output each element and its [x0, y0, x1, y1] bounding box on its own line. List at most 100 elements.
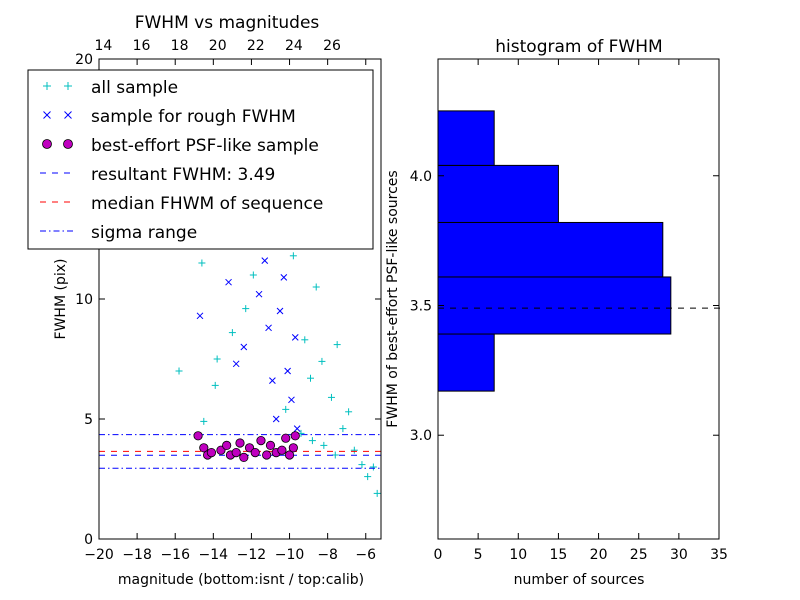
psf-sample-point — [193, 431, 203, 441]
all-sample-point — [327, 393, 335, 401]
psf-sample-point — [256, 435, 266, 446]
histogram-y-axis-label: FWHM of best-effort PSF-like sources — [385, 170, 401, 427]
scatter-y-axis-label: FWHM (pix) — [53, 259, 69, 340]
rough-sample-point — [225, 278, 232, 286]
psf-sample-point — [199, 443, 209, 453]
rough-sample-point — [265, 324, 272, 332]
y-tick-label: 3.5 — [410, 298, 432, 314]
all-sample-point — [211, 381, 219, 389]
x-tick-label: −6 — [355, 547, 376, 563]
x-tick-label: 10 — [509, 547, 527, 563]
all-sample-point — [369, 463, 377, 471]
x-tick-label: 5 — [474, 547, 483, 563]
psf-sample-point — [288, 443, 298, 453]
x-tick-label: −10 — [275, 547, 305, 563]
legend-entry-rough-sample: sample for rough FWHM — [43, 107, 296, 127]
rough-sample-point — [291, 334, 299, 341]
psf-sample-point — [231, 447, 241, 458]
histogram-x-axis: 0 5 10 15 20 25 30 35 — [434, 59, 728, 563]
rough-sample-point — [255, 290, 263, 298]
histogram-bar — [437, 221, 664, 278]
psf-sample-point — [277, 445, 287, 455]
histogram-bar — [437, 333, 495, 392]
histogram-title: histogram of FWHM — [495, 37, 662, 57]
histogram-panel: 0 5 10 15 20 25 30 35 3.0 3.5 4.0 histogram of FW… — [385, 37, 728, 588]
all-sample-point — [289, 252, 297, 260]
legend-plus-glyph — [43, 82, 51, 90]
all-sample-point — [345, 408, 353, 416]
histogram-bar — [437, 164, 559, 223]
legend-entry-median-fwhm: median FHWM of sequence — [40, 194, 323, 214]
rough-sample-point — [261, 257, 269, 264]
all-sample-point — [333, 341, 341, 349]
scatter-y-axis: 0 5 10 20 — [75, 52, 381, 548]
top-axis-tick-label: 14 — [94, 38, 112, 54]
all-sample-point — [307, 374, 314, 382]
scatter-panel: −20 −18 −16 −14 −12 −10 −8 −6 0 5 10 20 14 16 18 20 22… — [27, 13, 382, 588]
all-sample-point — [312, 283, 320, 291]
x-tick-label: −18 — [122, 547, 152, 563]
all-sample-point — [339, 425, 347, 433]
x-tick-label: −16 — [160, 547, 190, 563]
all-sample-point — [228, 329, 236, 337]
all-sample-point — [301, 336, 309, 344]
scatter-x-axis-label: magnitude (bottom:isnt / top:calib) — [118, 572, 364, 588]
top-axis-tick-label: 24 — [285, 38, 303, 54]
legend-box — [27, 69, 374, 250]
x-tick-label: 20 — [590, 547, 608, 563]
scatter-x-axis: −20 −18 −16 −14 −12 −10 −8 −6 — [84, 59, 376, 563]
all-sample-point — [175, 367, 183, 375]
psf-sample-point — [206, 447, 217, 458]
legend-circle-glyph — [63, 139, 73, 149]
y-tick-label: 20 — [75, 52, 93, 68]
all-sample-point — [242, 305, 250, 313]
rough-sample-point — [276, 307, 284, 315]
legend-entry-psf-sample: best-effort PSF-like sample — [42, 136, 319, 156]
histogram-plot-frame — [437, 58, 720, 540]
y-tick-label: 5 — [84, 412, 93, 428]
legend-x-marker-icon — [43, 111, 72, 119]
psf-sample-point — [250, 447, 260, 458]
x-tick-label: 35 — [710, 547, 728, 563]
legend-circle-glyph — [42, 139, 52, 149]
rough-sample-point — [240, 343, 248, 351]
rough-sample-point — [232, 360, 240, 368]
legend-label-resultant-fwhm: resultant FWHM: 3.49 — [91, 165, 275, 185]
y-tick-label: 4.0 — [410, 169, 432, 185]
legend-x-glyph — [64, 111, 72, 119]
legend-entry-all-sample: all sample — [43, 78, 178, 98]
histogram-bar — [437, 110, 495, 166]
all-sample-point — [358, 461, 366, 469]
legend-label-psf-sample: best-effort PSF-like sample — [91, 136, 319, 156]
x-tick-label: −14 — [199, 547, 229, 563]
all-sample-point — [318, 357, 326, 365]
all-sample-point — [320, 441, 328, 449]
psf-sample-point — [262, 450, 272, 460]
legend-plus-glyph — [64, 82, 72, 90]
psf-sample-point — [222, 440, 232, 450]
rough-sample-point — [284, 367, 291, 375]
x-tick-label: 0 — [434, 547, 443, 563]
x-tick-label: 25 — [630, 547, 648, 563]
all-sample-point — [213, 355, 221, 363]
legend-circle-marker-icon — [42, 139, 73, 149]
x-tick-label: −8 — [317, 547, 338, 563]
all-sample-point — [282, 405, 290, 413]
psf-sample-point — [290, 431, 300, 441]
rough-sample-point — [288, 396, 295, 404]
x-tick-label: −12 — [237, 547, 267, 563]
rough-sample-point — [269, 377, 276, 384]
psf-sample-point — [284, 450, 295, 460]
top-axis-tick-label: 22 — [247, 38, 265, 54]
legend-label-rough-sample: sample for rough FWHM — [91, 107, 296, 127]
histogram-y-axis: 3.0 3.5 4.0 — [410, 169, 719, 444]
top-axis-tick-label: 26 — [323, 38, 341, 54]
all-sample-point — [249, 271, 257, 279]
legend-x-glyph — [43, 111, 51, 119]
histogram-bar — [437, 276, 672, 335]
all-sample-point — [350, 446, 358, 454]
rough-sample-point — [196, 312, 204, 320]
y-tick-label: 10 — [75, 292, 93, 308]
psf-sample-point — [235, 438, 245, 448]
legend-entry-resultant-fwhm: resultant FWHM: 3.49 — [40, 165, 275, 185]
